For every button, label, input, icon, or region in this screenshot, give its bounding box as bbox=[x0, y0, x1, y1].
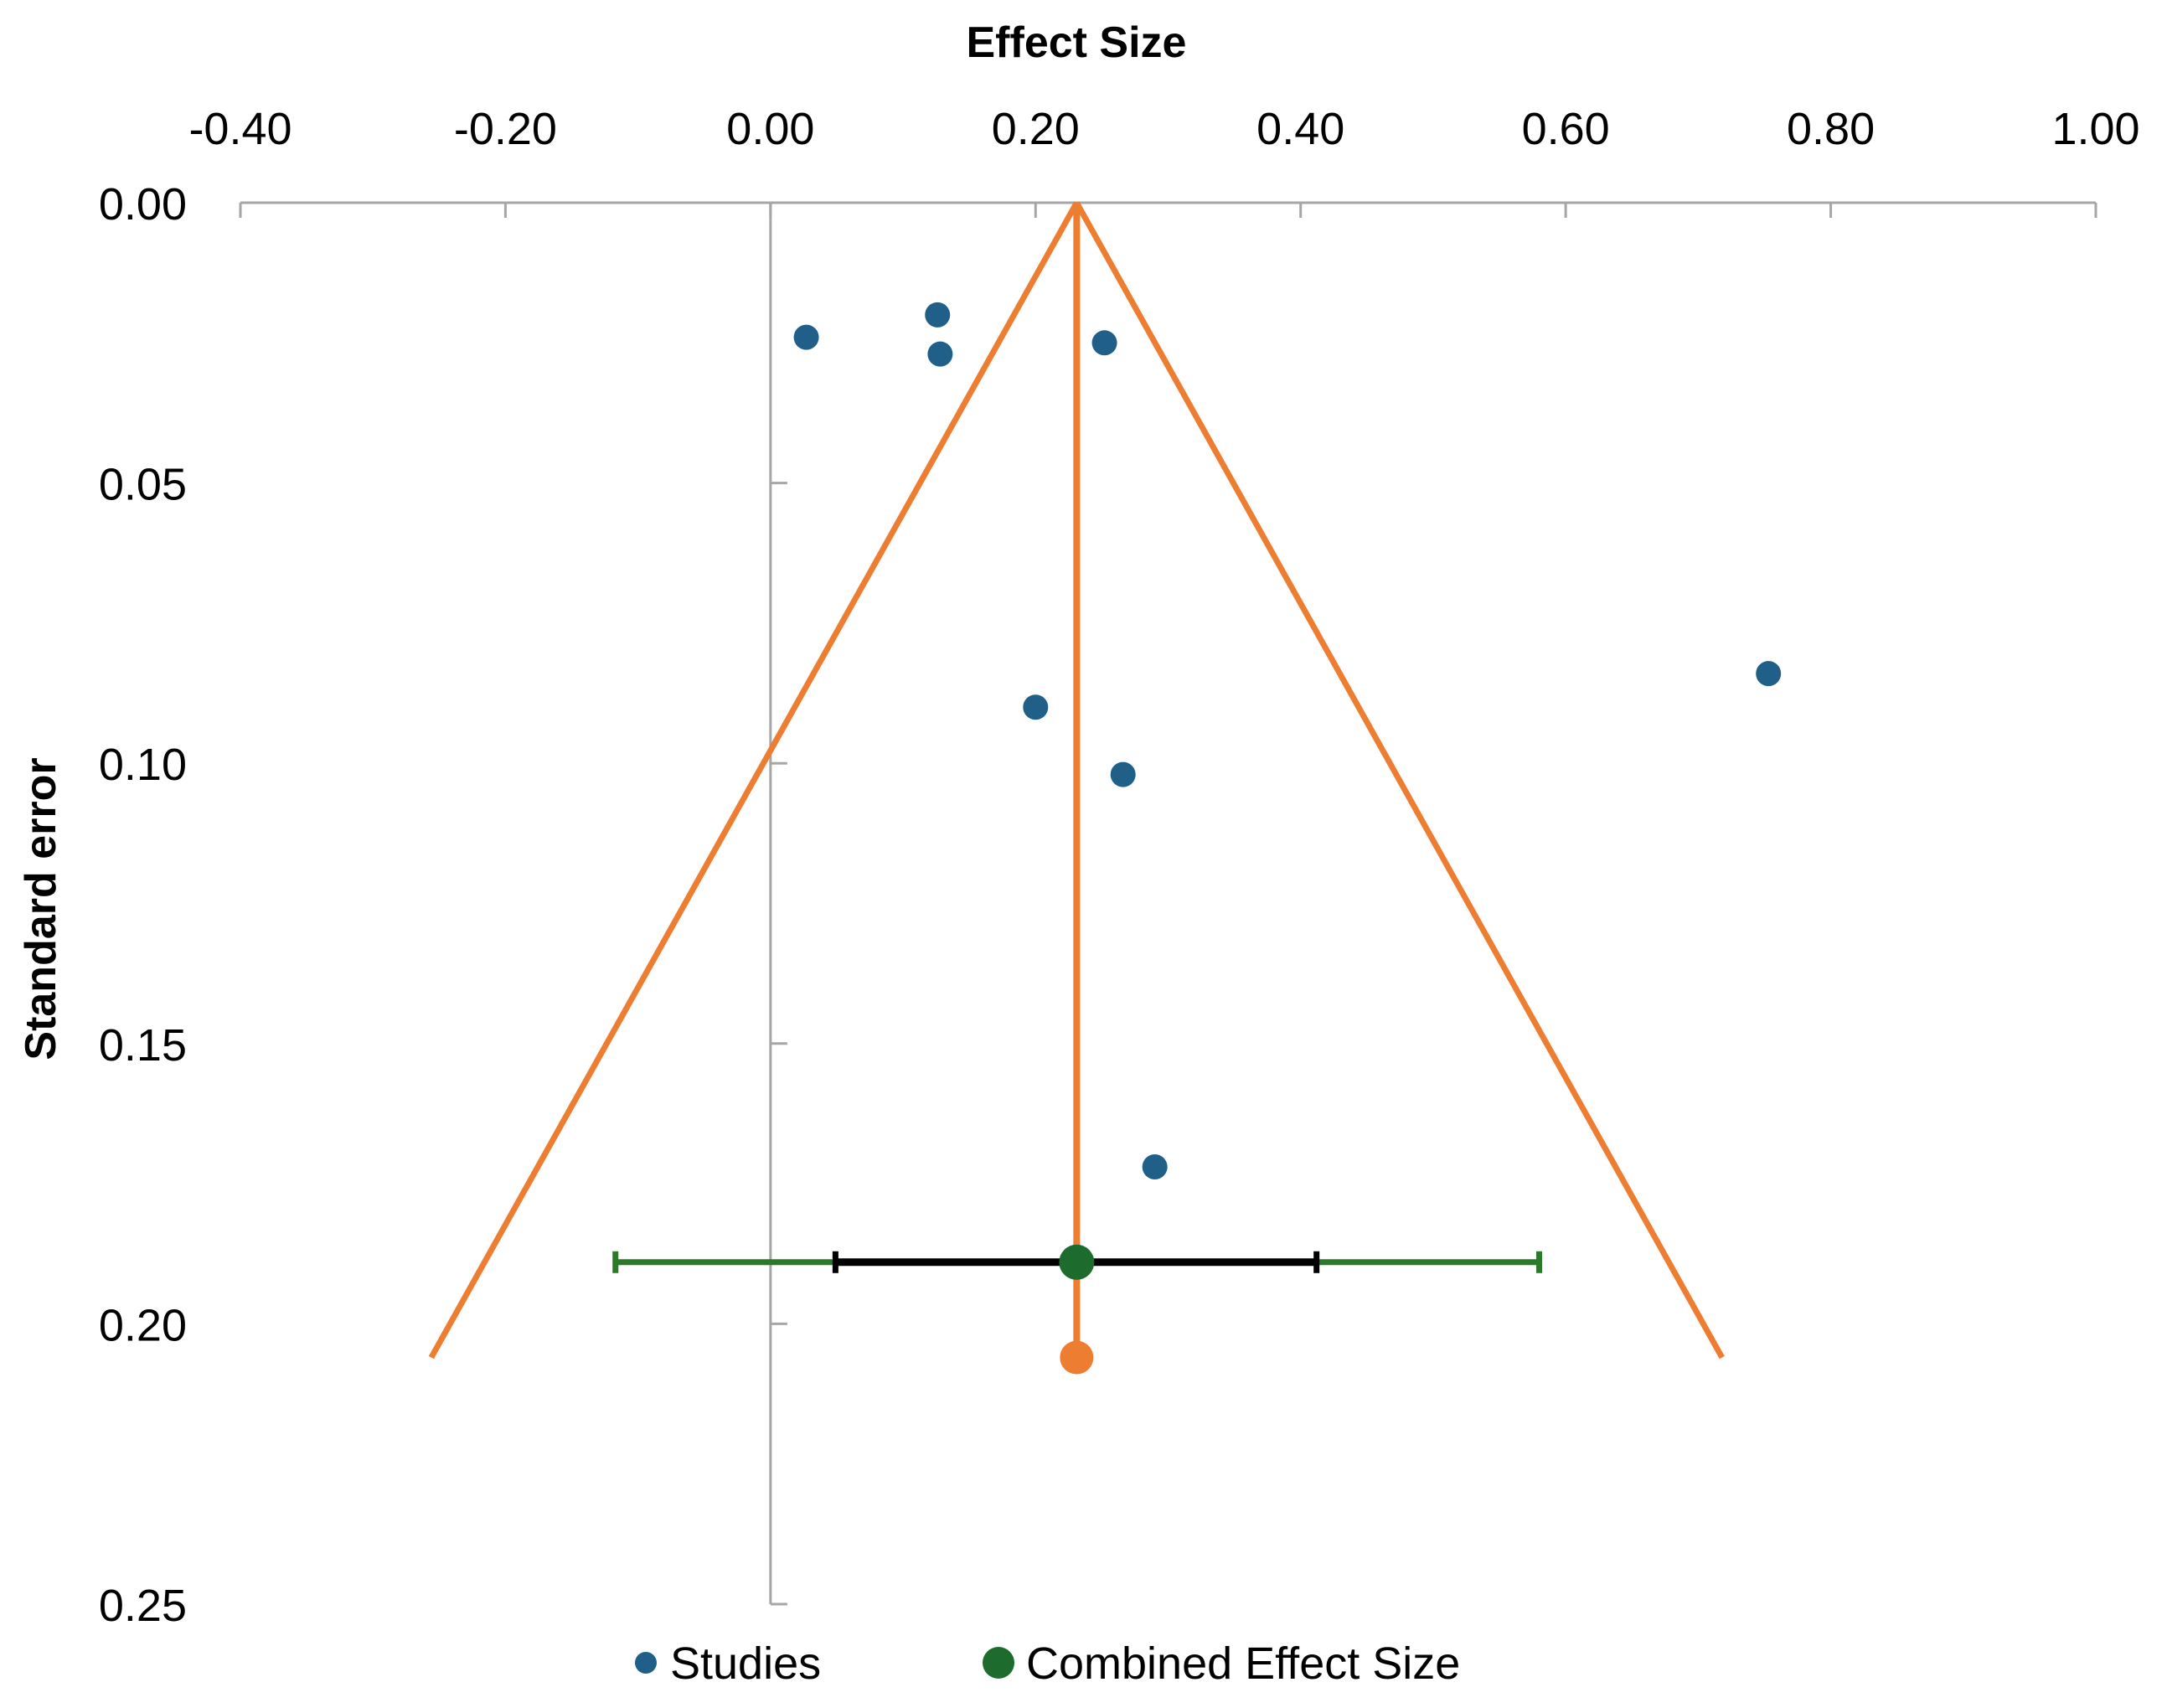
x-tick-label: 0.80 bbox=[1787, 104, 1875, 154]
x-axis-title: Effect Size bbox=[967, 18, 1187, 67]
y-tick-label: 0.10 bbox=[99, 740, 187, 790]
study-points-group bbox=[793, 302, 1782, 1180]
study-point bbox=[793, 324, 819, 350]
y-axis-title: Standard error bbox=[17, 757, 65, 1060]
y-tick-label: 0.25 bbox=[99, 1581, 187, 1631]
legend-marker-studies bbox=[635, 1652, 657, 1674]
funnel-center-marker bbox=[1060, 1340, 1094, 1375]
study-point bbox=[1110, 761, 1136, 787]
study-point bbox=[1142, 1154, 1168, 1180]
y-tick-label: 0.15 bbox=[99, 1020, 187, 1071]
funnel-left-line bbox=[428, 201, 1080, 1360]
x-tick-label: 0.20 bbox=[992, 104, 1080, 154]
legend: Studies Combined Effect Size bbox=[635, 1638, 1460, 1689]
x-tick-label: 0.60 bbox=[1522, 104, 1610, 154]
axes-group: -0.40 -0.20 0.00 0.20 0.40 0.60 0.80 1.00 Effect… bbox=[17, 18, 2140, 1631]
study-point bbox=[925, 302, 951, 328]
y-tick-label: 0.00 bbox=[99, 179, 187, 230]
study-point bbox=[1023, 694, 1049, 720]
x-tick-label: 1.00 bbox=[2051, 104, 2139, 154]
x-tick-label: 0.40 bbox=[1256, 104, 1344, 154]
funnel-right-line bbox=[1074, 201, 1725, 1360]
x-tick-label: -0.20 bbox=[454, 104, 557, 154]
legend-label-combined: Combined Effect Size bbox=[1026, 1638, 1460, 1689]
x-tick-label: 0.00 bbox=[726, 104, 814, 154]
legend-marker-combined bbox=[983, 1647, 1014, 1679]
x-tick-label: -0.40 bbox=[188, 104, 292, 154]
y-tick-label: 0.05 bbox=[99, 460, 187, 510]
study-point bbox=[1756, 661, 1782, 687]
confidence-interval-group bbox=[612, 1244, 1542, 1280]
y-tick-label: 0.20 bbox=[99, 1300, 187, 1350]
legend-label-studies: Studies bbox=[670, 1638, 821, 1689]
funnel-group bbox=[428, 201, 1725, 1375]
combined-effect-point bbox=[1059, 1244, 1095, 1280]
study-point bbox=[1091, 330, 1117, 356]
study-point bbox=[927, 341, 953, 367]
